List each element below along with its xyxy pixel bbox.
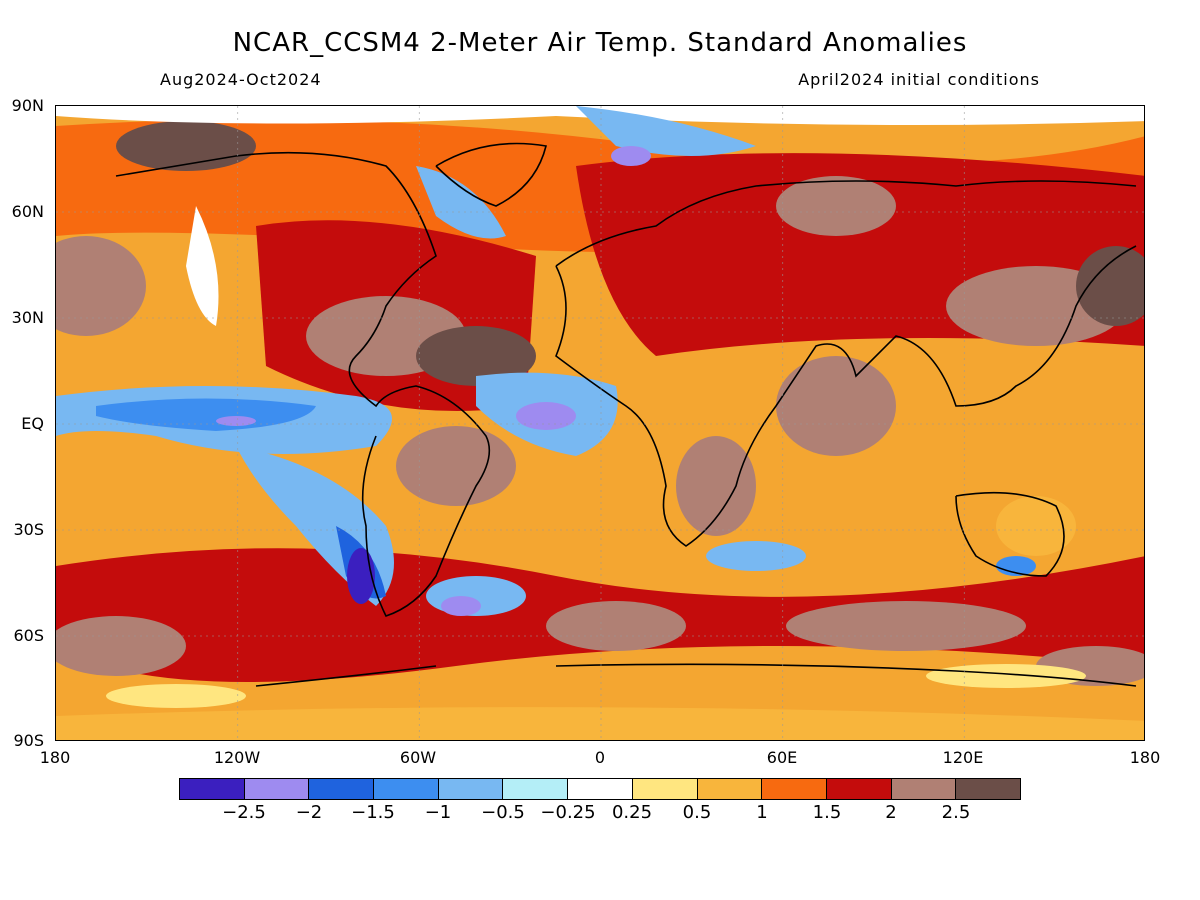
colorbar-label: −1 <box>424 802 452 823</box>
colorbar-label: 1 <box>756 802 768 823</box>
colorbar-swatch <box>632 779 698 799</box>
colorbar-swatch <box>826 779 892 799</box>
colorbar-label: 2.5 <box>941 802 971 823</box>
lat-label-30s: 30S <box>13 520 44 539</box>
colorbar-swatch <box>956 779 1020 799</box>
colorbar-label: −2 <box>295 802 323 823</box>
lat-label-30n: 30N <box>11 308 44 327</box>
anomaly-map <box>55 105 1145 741</box>
colorbar-label: −0.5 <box>481 802 525 823</box>
colorbar <box>179 778 1021 800</box>
map-title: NCAR_CCSM4 2-Meter Air Temp. Standard An… <box>232 28 968 58</box>
colorbar-swatch <box>697 779 763 799</box>
colorbar-label: −0.25 <box>540 802 596 823</box>
forecast-period: Aug2024-Oct2024 <box>160 70 322 89</box>
lon-label-60e: 60E <box>766 748 798 767</box>
lon-label-180w: 180 <box>39 748 71 767</box>
lat-label-eq: EQ <box>21 414 44 433</box>
colorbar-label: 2 <box>885 802 897 823</box>
colorbar-swatch <box>180 779 245 799</box>
colorbar-swatch <box>309 779 375 799</box>
lat-label-90s: 90S <box>13 731 44 750</box>
colorbar-swatch <box>568 779 633 799</box>
lon-label-60w: 60W <box>399 748 437 767</box>
lon-label-120e: 120E <box>942 748 984 767</box>
colorbar-swatch <box>503 779 569 799</box>
lon-label-0: 0 <box>594 748 606 767</box>
colorbar-swatch <box>762 779 827 799</box>
lon-label-180e: 180 <box>1129 748 1161 767</box>
lat-label-90n: 90N <box>11 96 44 115</box>
colorbar-label: 0.5 <box>682 802 712 823</box>
colorbar-swatch <box>891 779 957 799</box>
colorbar-swatch <box>438 779 504 799</box>
lat-label-60n: 60N <box>11 202 44 221</box>
initial-conditions: April2024 initial conditions <box>798 70 1040 89</box>
colorbar-label: −2.5 <box>222 802 266 823</box>
colorbar-label: 0.25 <box>611 802 653 823</box>
colorbar-swatch <box>244 779 310 799</box>
colorbar-swatch <box>374 779 439 799</box>
colorbar-label: −1.5 <box>351 802 395 823</box>
lon-label-120w: 120W <box>213 748 261 767</box>
lat-label-60s: 60S <box>13 626 44 645</box>
colorbar-label: 1.5 <box>812 802 842 823</box>
